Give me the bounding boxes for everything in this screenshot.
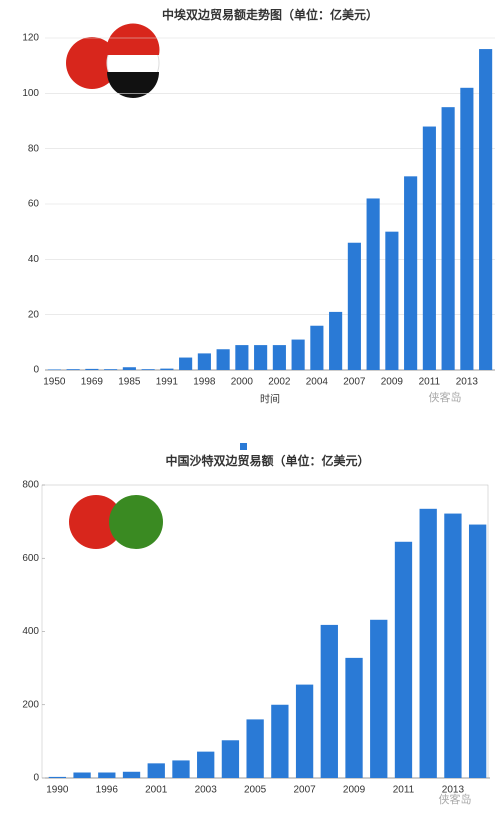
bar — [404, 176, 418, 370]
y-tick-label: 40 — [28, 254, 40, 265]
bar — [468, 524, 487, 778]
bar — [98, 772, 116, 778]
x-tick-label: 2009 — [343, 785, 366, 796]
x-tick-label: 2005 — [244, 785, 267, 796]
bar — [385, 231, 399, 370]
watermark: 侠客岛 — [439, 792, 472, 806]
y-tick-label: 20 — [28, 309, 40, 320]
china-flag — [66, 37, 118, 89]
bar — [320, 624, 338, 778]
flags-2 — [69, 495, 163, 549]
bar — [141, 369, 155, 370]
bar — [419, 508, 437, 778]
bar — [47, 369, 61, 370]
bar — [394, 541, 413, 778]
bar — [160, 368, 174, 370]
x-tick-label: 2011 — [419, 377, 441, 388]
bar — [347, 242, 361, 370]
x-tick-label: 1996 — [96, 785, 119, 796]
y-tick-label: 120 — [22, 33, 39, 44]
bar — [479, 49, 493, 371]
chart-title: 中国沙特双边贸易额（单位：亿美元） — [165, 453, 369, 468]
y-tick-label: 0 — [33, 365, 39, 376]
bar — [85, 368, 99, 370]
bar — [197, 353, 211, 370]
bar — [271, 704, 289, 778]
x-tick-label: 2002 — [268, 377, 291, 388]
x-tick-label: 2003 — [195, 785, 218, 796]
bar — [246, 719, 264, 778]
x-tick-label: 1990 — [46, 785, 69, 796]
bar — [147, 763, 165, 778]
bar — [441, 107, 455, 371]
y-tick-label: 60 — [28, 199, 40, 210]
bar — [422, 126, 436, 371]
bar — [216, 349, 230, 370]
bar — [370, 619, 388, 778]
bar — [254, 345, 268, 370]
bar — [122, 771, 141, 778]
x-tick-label: 2004 — [306, 377, 329, 388]
y-tick-label: 600 — [22, 553, 39, 564]
x-tick-label: 2013 — [456, 377, 479, 388]
x-tick-label: 2000 — [231, 377, 254, 388]
bar — [460, 87, 474, 371]
bar — [444, 513, 462, 778]
y-tick-label: 800 — [22, 480, 39, 491]
bar — [310, 325, 324, 370]
bar — [172, 760, 190, 778]
x-tick-label: 2013 — [442, 785, 465, 796]
x-tick-label: 2001 — [145, 785, 168, 796]
x-tick-label: 1969 — [81, 377, 104, 388]
y-tick-label: 80 — [28, 143, 40, 154]
x-tick-label: 2009 — [381, 377, 404, 388]
bar — [272, 345, 286, 370]
bar — [104, 369, 118, 370]
bar — [329, 311, 343, 370]
y-tick-label: 200 — [22, 699, 39, 710]
bar — [48, 776, 67, 778]
bar — [295, 684, 314, 778]
x-axis-label: 时间 — [260, 393, 280, 406]
bar — [197, 751, 215, 778]
bar — [291, 339, 305, 370]
x-tick-label: 1950 — [43, 377, 66, 388]
watermark: 侠客岛 — [429, 390, 462, 404]
china-flag — [69, 495, 123, 549]
bar — [345, 657, 363, 778]
y-tick-label: 100 — [22, 88, 39, 99]
y-tick-label: 400 — [22, 626, 39, 637]
legend-swatch — [240, 443, 247, 450]
bar — [122, 367, 136, 370]
x-tick-label: 2007 — [343, 377, 366, 388]
bar — [221, 740, 240, 778]
bar — [235, 345, 249, 370]
x-tick-label: 1985 — [118, 377, 141, 388]
saudi-flag — [109, 495, 163, 549]
bar — [66, 369, 80, 370]
x-tick-label: 1998 — [193, 377, 216, 388]
y-tick-label: 0 — [33, 773, 39, 784]
x-tick-label: 1991 — [156, 377, 179, 388]
x-tick-label: 2011 — [393, 785, 415, 796]
bar — [366, 198, 380, 370]
bar — [179, 357, 193, 370]
bar — [73, 772, 91, 778]
egypt-red — [107, 23, 160, 55]
x-tick-label: 2007 — [293, 785, 316, 796]
flags-1 — [66, 23, 160, 98]
egypt-black — [107, 72, 159, 98]
chart-title: 中埃双边贸易额走势图（单位：亿美元） — [162, 7, 378, 22]
